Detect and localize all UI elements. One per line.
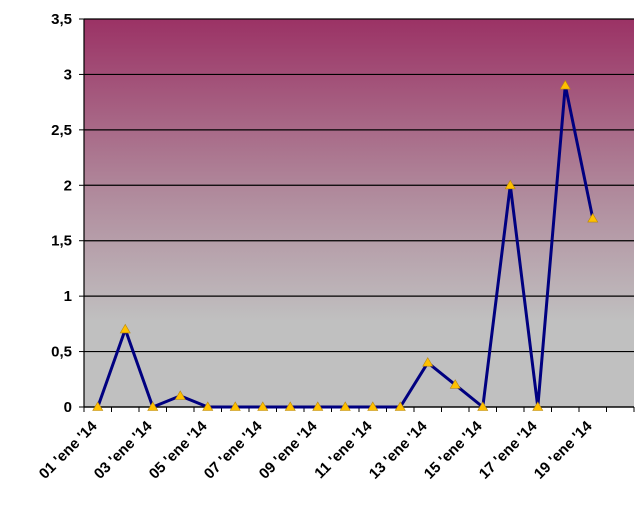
marker-layer (92, 79, 599, 411)
data-point-marker (422, 357, 434, 367)
y-tick-label: 2,5 (51, 122, 72, 139)
x-tick-label: 13 'ene '14 (366, 417, 431, 482)
y-tick-label: 1,5 (51, 233, 72, 250)
data-point-marker (477, 401, 489, 411)
y-tick-labels: 0 0,5 1 1,5 2 2,5 3 3,5 (51, 11, 72, 416)
y-tick-label: 3 (64, 66, 72, 83)
x-tick-label: 01 'ene '14 (36, 417, 101, 482)
data-point-marker (532, 401, 544, 411)
plot-area (84, 19, 634, 407)
x-tick-label: 07 'ene '14 (201, 417, 266, 482)
x-tick-label: 17 'ene '14 (476, 417, 541, 482)
x-tick-label: 05 'ene '14 (146, 417, 211, 482)
data-point-marker (284, 401, 296, 411)
y-tick-label: 0 (64, 399, 72, 416)
data-point-marker (229, 401, 241, 411)
data-point-marker (449, 379, 461, 389)
data-point-marker (504, 179, 516, 190)
x-tick-label: 15 'ene '14 (421, 417, 486, 482)
data-point-marker (174, 390, 186, 400)
data-point-marker (394, 401, 406, 411)
data-point-marker (92, 401, 104, 411)
y-tick-label: 2 (64, 177, 72, 194)
data-point-marker (119, 323, 131, 334)
x-tick-label: 03 'ene '14 (91, 417, 156, 482)
data-point-marker (367, 401, 379, 411)
x-tick-label: 09 'ene '14 (256, 417, 321, 482)
data-point-marker (312, 401, 324, 411)
data-point-marker (559, 79, 571, 90)
y-tick-label: 3,5 (51, 11, 72, 28)
data-point-marker (202, 401, 214, 411)
data-point-marker (339, 401, 351, 411)
gridlines (79, 18, 634, 408)
data-point-marker (587, 212, 599, 223)
x-tick-label: 19 'ene '14 (531, 417, 596, 482)
y-tick-label: 1 (64, 288, 72, 305)
y-tick-label: 0,5 (51, 344, 72, 361)
data-point-marker (257, 401, 269, 411)
data-point-marker (147, 401, 159, 411)
